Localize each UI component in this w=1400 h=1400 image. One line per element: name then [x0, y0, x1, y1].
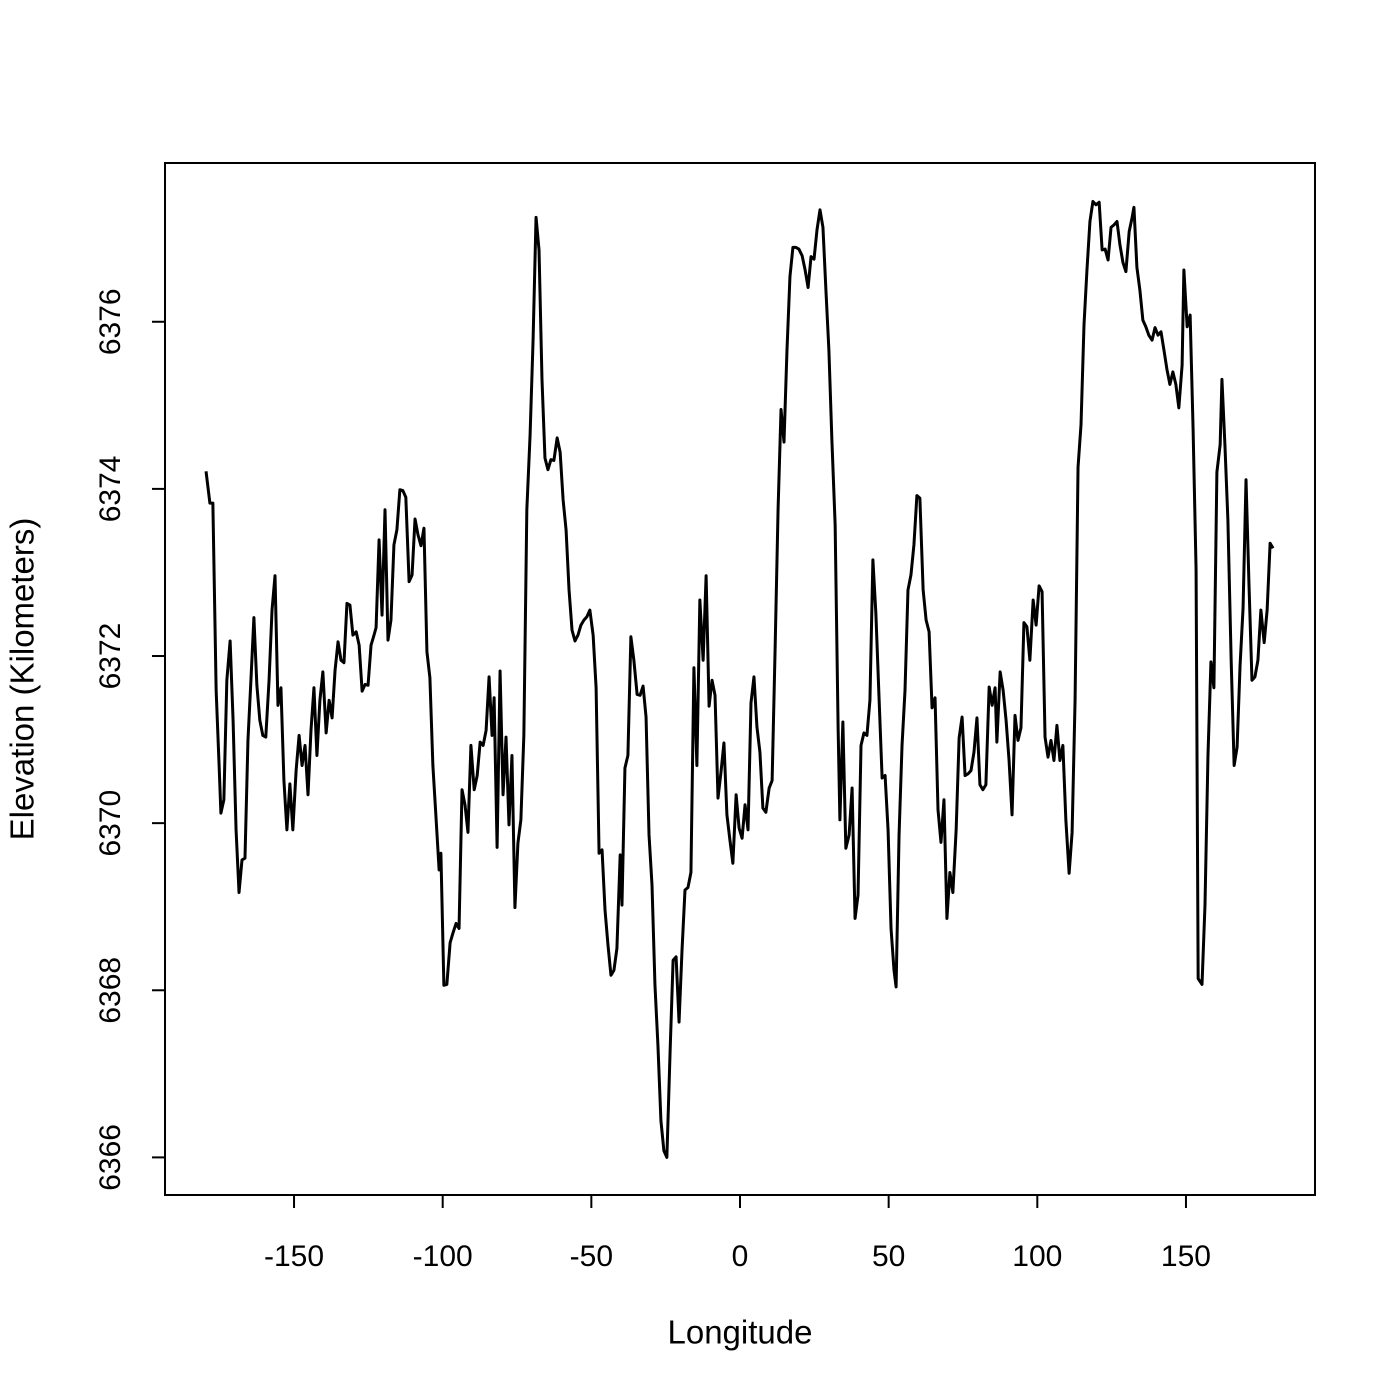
x-tick-label: -100 — [413, 1240, 473, 1273]
x-axis-title: Longitude — [668, 1314, 813, 1351]
x-tick-label: 0 — [732, 1240, 749, 1273]
y-tick-label: 6368 — [94, 957, 127, 1024]
x-tick-label: -50 — [570, 1240, 613, 1273]
y-tick-label: 6374 — [94, 456, 127, 523]
y-tick-label: 6376 — [94, 288, 127, 355]
x-tick-label: 150 — [1161, 1240, 1211, 1273]
y-tick-label: 6372 — [94, 623, 127, 690]
y-tick-label: 6366 — [94, 1124, 127, 1191]
x-tick-label: 50 — [872, 1240, 905, 1273]
data-line — [204, 199, 1275, 1159]
y-tick-label: 6370 — [94, 790, 127, 857]
x-tick-label: 100 — [1012, 1240, 1062, 1273]
x-tick-label: -150 — [264, 1240, 324, 1273]
y-axis-title: Elevation (Kilometers) — [4, 518, 41, 841]
